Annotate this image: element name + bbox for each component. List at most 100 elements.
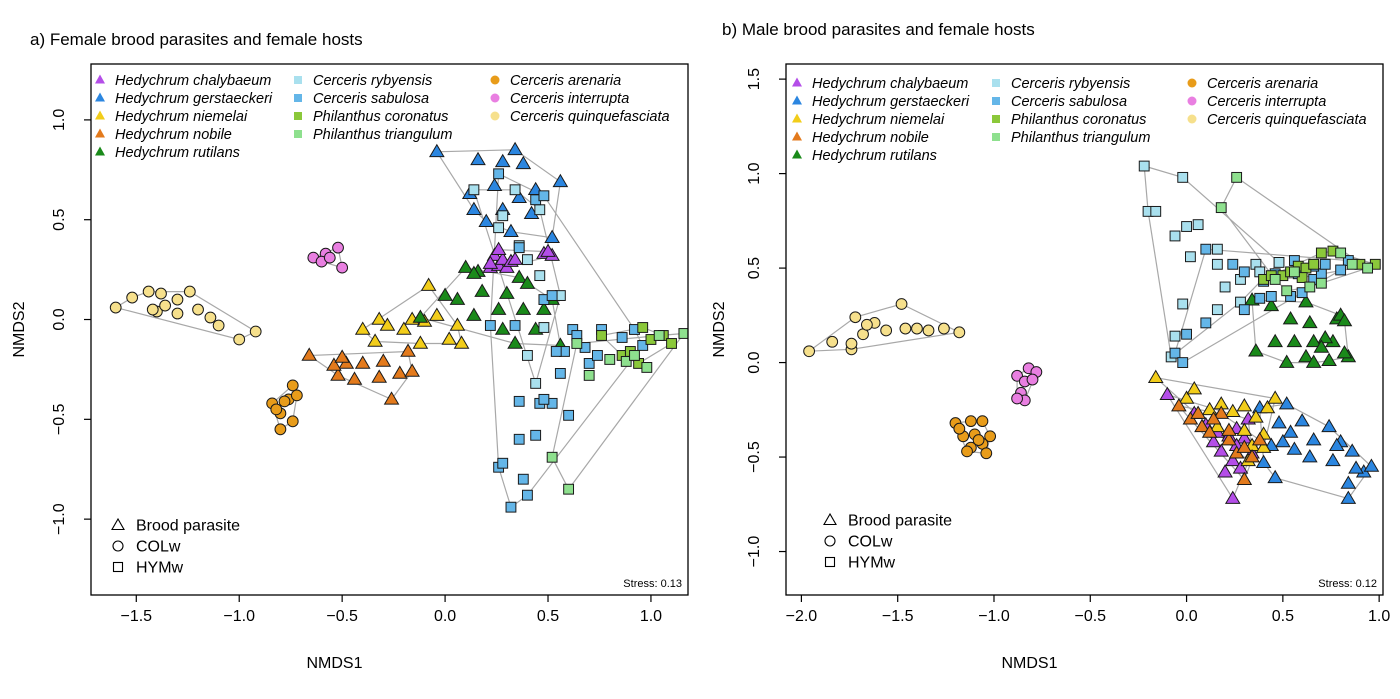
point-cerceris-rybyensis (534, 270, 546, 282)
legend-marker (294, 130, 302, 138)
x-tick-label: −1.0 (978, 608, 1010, 625)
point-hedychrum-chalybaeum (1159, 386, 1176, 400)
point-cerceris-rybyensis (1211, 258, 1223, 270)
point-cerceris-interrupta (1011, 392, 1023, 405)
legend-label: Philanthus triangulum (1011, 130, 1150, 146)
legend-label: Cerceris interrupta (1207, 94, 1326, 110)
point-hedychrum-nobile (1205, 411, 1222, 425)
point-hedychrum-nobile (330, 367, 346, 381)
point-cerceris-rybyensis (1169, 330, 1181, 342)
panel-title: b) Male brood parasites and female hosts (722, 20, 1035, 39)
point-hedychrum-niemelai (1236, 422, 1253, 436)
legend-label: Hedychrum chalybaeum (812, 76, 968, 92)
x-tick-label: 0.0 (434, 608, 456, 625)
point-hedychrum-rutilans (466, 307, 482, 321)
point-hedychrum-nobile (334, 349, 350, 363)
point-philanthus-coronatus (1296, 272, 1308, 283)
point-cerceris-interrupta (336, 261, 349, 274)
shape-legend-label: Brood parasite (848, 513, 952, 530)
point-cerceris-sabulosa (637, 340, 649, 351)
shape-legend: Brood parasite COLw HYMw (823, 513, 952, 572)
point-hedychrum-rutilans (466, 265, 482, 279)
point-hedychrum-rutilans (1336, 345, 1353, 359)
point-cerceris-quinquefasciata (183, 285, 196, 298)
legend-label: Hedychrum rutilans (115, 145, 240, 161)
point-philanthus-triangulum (1231, 171, 1243, 183)
point-cerceris-rybyensis (1181, 221, 1192, 232)
point-hedychrum-niemelai (379, 317, 396, 331)
point-cerceris-quinquefasciata (109, 301, 122, 314)
point-cerceris-rybyensis (534, 204, 546, 216)
point-hedychrum-chalybaeum (494, 251, 511, 265)
point-philanthus-coronatus (637, 322, 649, 333)
point-cerceris-sabulosa (1238, 266, 1250, 278)
point-hedychrum-nobile (383, 391, 400, 405)
y-tick-label: −0.5 (746, 441, 763, 473)
point-cerceris-rybyensis (493, 222, 505, 234)
y-tick-label: 0.0 (51, 308, 68, 330)
shape-legend-label: COLw (136, 539, 181, 556)
point-cerceris-sabulosa (497, 457, 509, 469)
y-tick-label: −1.0 (746, 536, 763, 568)
point-hedychrum-nobile (1251, 431, 1268, 446)
point-cerceris-quinquefasciata (849, 311, 862, 324)
point-hedychrum-nobile (391, 365, 408, 379)
legend-marker (1187, 114, 1197, 124)
point-hedychrum-rutilans (494, 321, 511, 335)
shape-legend-label: HYMw (136, 560, 184, 577)
point-cerceris-quinquefasciata (192, 303, 204, 316)
points-layer (803, 160, 1381, 504)
point-hedychrum-nobile (371, 369, 388, 383)
point-philanthus-triangulum (1346, 258, 1358, 270)
point-hedychrum-chalybaeum (1217, 464, 1233, 478)
y-tick-label: 1.0 (51, 109, 68, 131)
point-hedychrum-rutilans (1282, 311, 1299, 325)
point-cerceris-quinquefasciata (911, 322, 923, 335)
legend-marker (95, 146, 105, 156)
point-philanthus-triangulum (546, 451, 558, 463)
shape-legend-marker (112, 561, 124, 573)
legend-label: Cerceris quinquefasciata (510, 109, 670, 125)
point-cerceris-sabulosa (550, 346, 562, 357)
point-hedychrum-gerstaeckeri (1305, 431, 1322, 446)
point-philanthus-coronatus (1315, 247, 1327, 259)
legend-marker (792, 95, 802, 105)
point-cerceris-arenaria (976, 415, 989, 428)
legend-marker (792, 131, 802, 141)
point-hedychrum-chalybaeum (1205, 433, 1222, 448)
point-cerceris-sabulosa (1200, 243, 1212, 255)
point-hedychrum-rutilans (1305, 354, 1322, 368)
point-cerceris-sabulosa (583, 358, 595, 369)
point-cerceris-sabulosa (1335, 264, 1347, 276)
legend-marker (490, 93, 500, 103)
point-cerceris-quinquefasciata (895, 298, 908, 310)
point-hedychrum-gerstaeckeri (1325, 452, 1341, 467)
point-cerceris-rybyensis (1184, 251, 1196, 263)
x-tick-label: −1.5 (120, 608, 152, 625)
point-hedychrum-niemelai (367, 333, 383, 347)
point-cerceris-rybyensis (1177, 298, 1189, 310)
point-hedychrum-nobile (1236, 439, 1253, 453)
point-hedychrum-gerstaeckeri (552, 173, 569, 188)
x-tick-label: 1.0 (640, 608, 662, 625)
point-cerceris-arenaria (953, 422, 966, 435)
y-axis-title: NMDS2 (11, 301, 28, 357)
point-cerceris-arenaria (290, 389, 303, 402)
point-cerceris-sabulosa (1238, 304, 1250, 316)
legend-label: Cerceris sabulosa (1011, 94, 1127, 110)
point-hedychrum-gerstaeckeri (544, 229, 560, 243)
point-philanthus-triangulum (1281, 285, 1293, 297)
point-hedychrum-niemelai (453, 335, 470, 349)
point-philanthus-triangulum (1269, 274, 1281, 285)
point-cerceris-quinquefasciata (826, 335, 839, 348)
point-hedychrum-niemelai (1236, 397, 1253, 412)
point-cerceris-sabulosa (538, 393, 550, 405)
point-hedychrum-rutilans (507, 335, 523, 349)
point-hedychrum-rutilans (1336, 312, 1353, 327)
point-hedychrum-rutilans (1248, 343, 1264, 357)
x-tick-label: 0.0 (1175, 608, 1197, 625)
point-philanthus-triangulum (1362, 262, 1374, 274)
point-philanthus-triangulum (1288, 266, 1300, 278)
point-hedychrum-niemelai (412, 335, 429, 349)
point-philanthus-triangulum (563, 483, 575, 495)
